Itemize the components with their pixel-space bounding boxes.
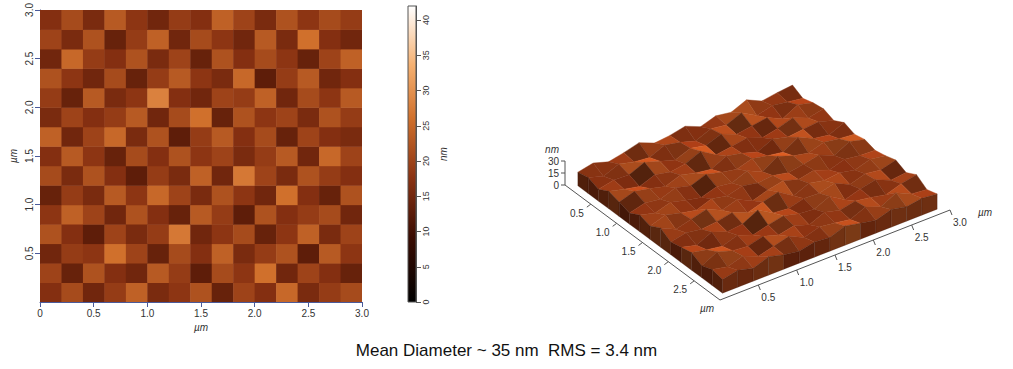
svg-text:2.0: 2.0 [647, 265, 661, 276]
svg-text:nm: nm [438, 147, 449, 161]
svg-text:0.5: 0.5 [24, 246, 35, 260]
svg-text:2.0: 2.0 [876, 247, 890, 258]
svg-text:2.0: 2.0 [248, 308, 262, 319]
svg-text:µm: µm [700, 303, 714, 314]
svg-text:µm: µm [978, 207, 992, 218]
svg-text:2.5: 2.5 [673, 284, 687, 295]
svg-text:3.0: 3.0 [953, 217, 967, 228]
svg-text:1.0: 1.0 [800, 277, 814, 288]
svg-text:40: 40 [421, 15, 431, 25]
svg-text:0: 0 [37, 308, 43, 319]
svg-text:Mean Diameter ~ 35 nm RMS = 3: Mean Diameter ~ 35 nm RMS = 3.4 nm [356, 341, 657, 360]
svg-text:3.0: 3.0 [24, 3, 35, 17]
svg-text:1.5: 1.5 [194, 308, 208, 319]
svg-text:1.0: 1.0 [140, 308, 154, 319]
svg-text:3.0: 3.0 [355, 308, 369, 319]
svg-text:1.0: 1.0 [24, 197, 35, 211]
svg-text:30: 30 [421, 86, 431, 96]
svg-text:25: 25 [421, 121, 431, 131]
svg-text:2.5: 2.5 [24, 51, 35, 65]
svg-text:2.5: 2.5 [915, 232, 929, 243]
svg-text:1.5: 1.5 [622, 246, 636, 257]
svg-text:1.5: 1.5 [838, 262, 852, 273]
svg-text:µm: µm [8, 149, 19, 163]
svg-text:30: 30 [548, 156, 560, 167]
svg-text:1.5: 1.5 [24, 149, 35, 163]
svg-text:35: 35 [421, 50, 431, 60]
svg-text:5: 5 [421, 264, 431, 269]
svg-text:0: 0 [421, 299, 431, 304]
svg-text:15: 15 [548, 168, 560, 179]
svg-text:0: 0 [553, 180, 559, 191]
svg-text:0.5: 0.5 [570, 208, 584, 219]
svg-text:0.5: 0.5 [761, 292, 775, 303]
svg-text:20: 20 [421, 156, 431, 166]
svg-text:1.0: 1.0 [596, 227, 610, 238]
svg-text:2.0: 2.0 [24, 100, 35, 114]
svg-text:10: 10 [421, 227, 431, 237]
svg-text:µm: µm [194, 322, 208, 333]
svg-text:0.5: 0.5 [87, 308, 101, 319]
svg-text:2.5: 2.5 [301, 308, 315, 319]
svg-text:15: 15 [421, 191, 431, 201]
svg-text:nm: nm [545, 144, 559, 155]
